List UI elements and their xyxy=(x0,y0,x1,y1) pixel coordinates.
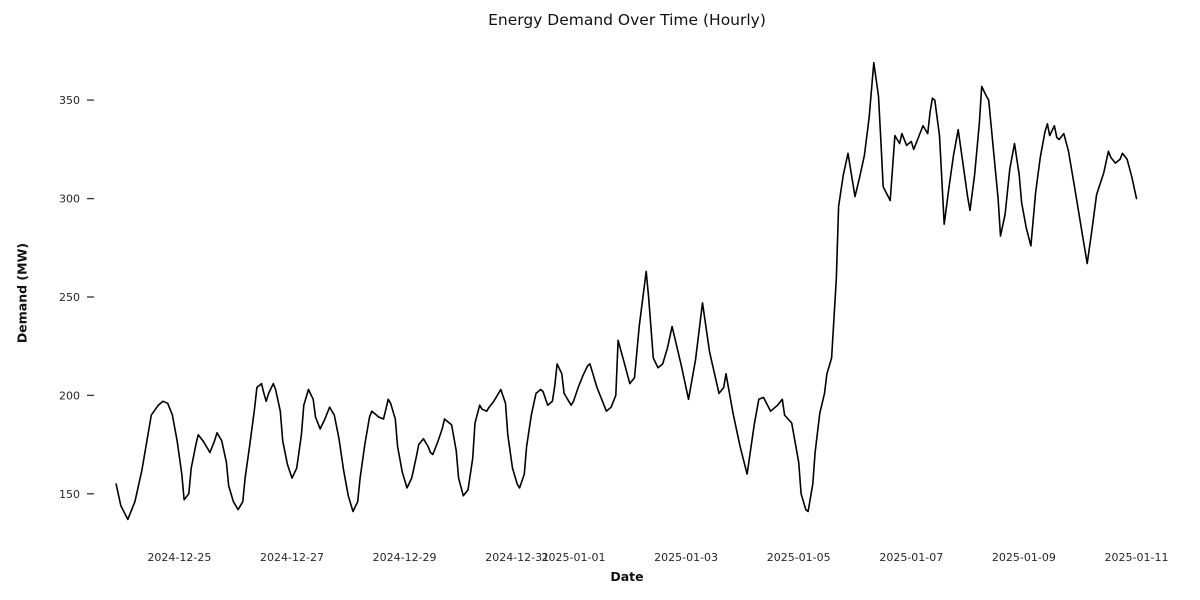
x-tick-label: 2025-01-03 xyxy=(654,551,718,564)
x-axis-label: Date xyxy=(610,569,644,584)
y-tick-label: 250 xyxy=(59,291,80,304)
chart-title: Energy Demand Over Time (Hourly) xyxy=(488,11,766,29)
x-tick-label: 2024-12-29 xyxy=(373,551,437,564)
x-tick-label: 2024-12-31 xyxy=(485,551,549,564)
demand-line-series xyxy=(115,61,1138,521)
x-tick-label: 2025-01-11 xyxy=(1105,551,1169,564)
y-tick-label: 200 xyxy=(59,389,80,402)
x-tick-label: 2025-01-07 xyxy=(879,551,943,564)
y-tick-label: 350 xyxy=(59,94,80,107)
x-tick-label: 2025-01-05 xyxy=(767,551,831,564)
x-tick-label: 2024-12-27 xyxy=(260,551,324,564)
x-tick-label: 2024-12-25 xyxy=(147,551,211,564)
x-tick-label: 2025-01-09 xyxy=(992,551,1056,564)
x-tick-label: 2025-01-01 xyxy=(542,551,606,564)
y-tick-label: 150 xyxy=(59,488,80,501)
y-tick-label: 300 xyxy=(59,193,80,206)
